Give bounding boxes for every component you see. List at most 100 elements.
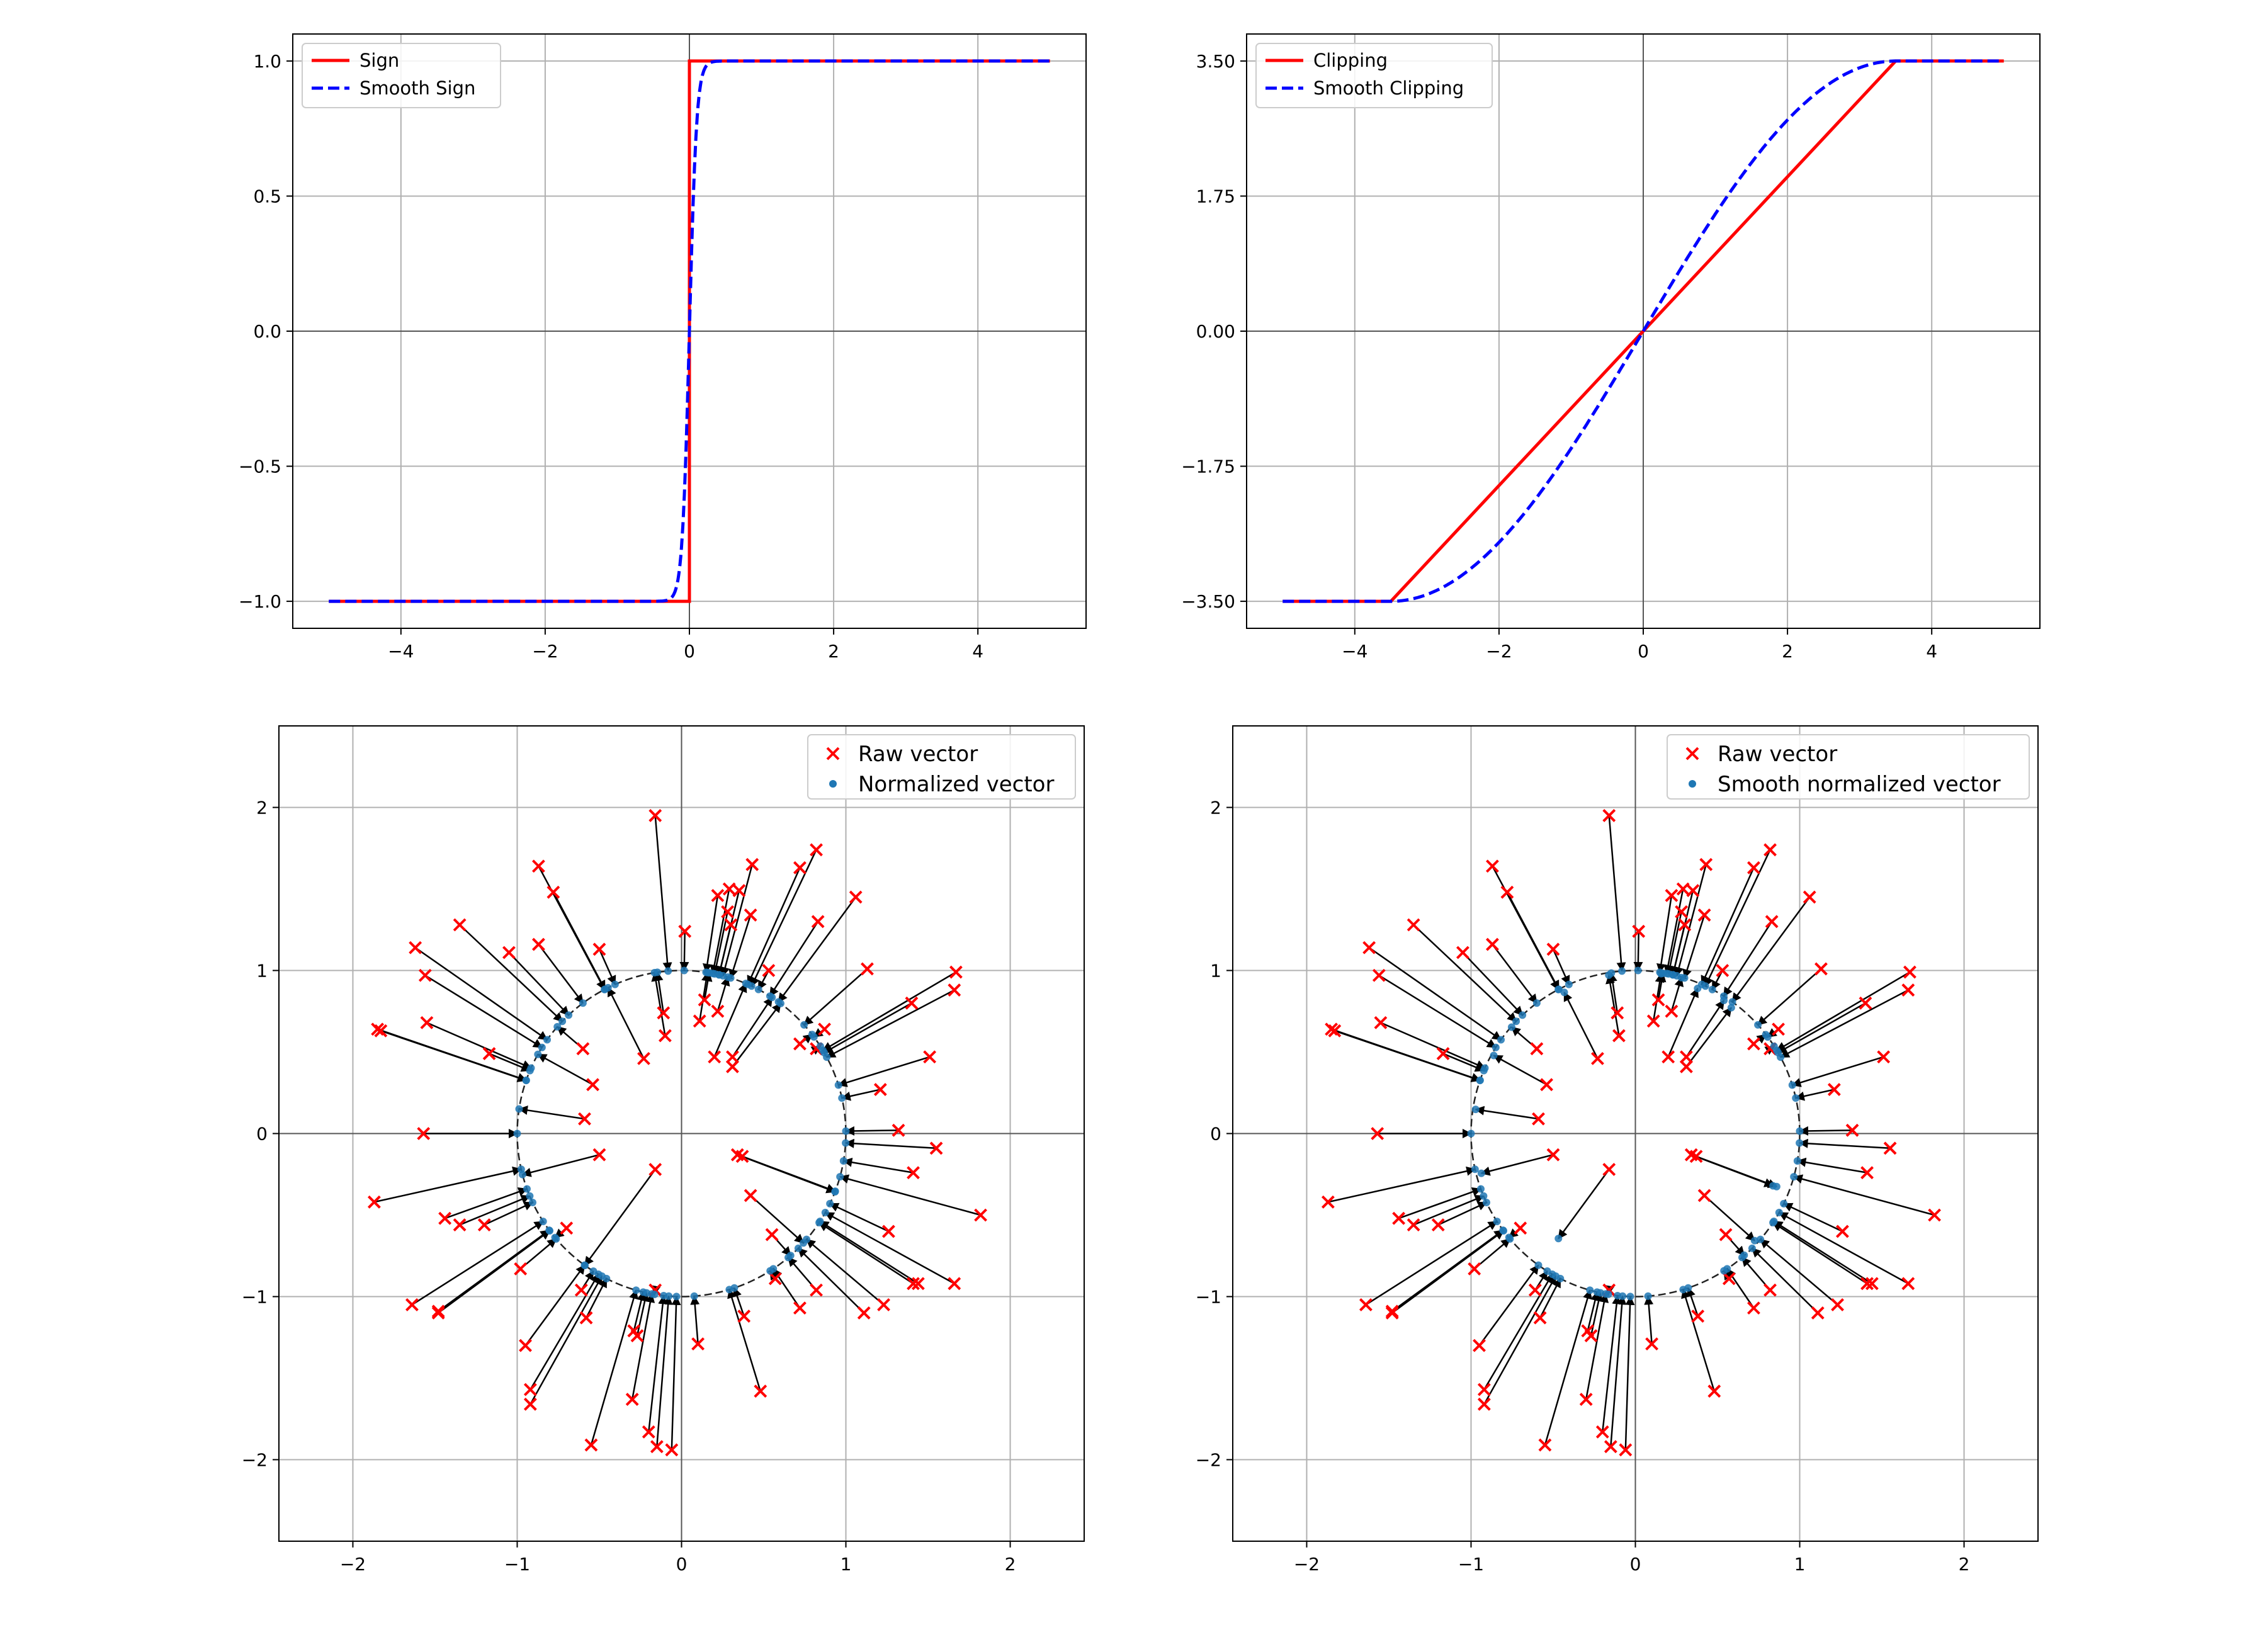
vector-arrow <box>1665 912 1682 975</box>
normalized-vector-point <box>1467 1129 1475 1138</box>
vector-arrow <box>742 1155 837 1193</box>
x-stroke <box>523 1398 537 1411</box>
normalized-vector-point <box>546 1226 554 1235</box>
vector-arrow <box>1413 924 1517 1022</box>
normalized-vector-point <box>1757 1235 1765 1243</box>
y-tick-label: 3.50 <box>1196 51 1235 72</box>
vector-arrow <box>426 1022 532 1069</box>
y-tick-label: 0.0 <box>253 321 281 342</box>
normalized-vector-point <box>816 1217 824 1225</box>
raw-vector-marker <box>1611 1006 1624 1020</box>
raw-vector-marker <box>1859 996 1872 1010</box>
raw-vector-marker <box>592 942 606 956</box>
x-stroke <box>1584 1329 1598 1343</box>
normalized-vector-point <box>1673 971 1681 980</box>
legend-dot-marker <box>1689 780 1696 788</box>
raw-vector-marker <box>1528 1283 1542 1297</box>
vector-arrow <box>842 1157 914 1174</box>
x-stroke <box>1716 964 1730 977</box>
normalized-vector-point <box>769 1265 778 1273</box>
normalized-vector-point <box>1500 1226 1508 1235</box>
vector-arrow <box>1704 849 1771 987</box>
x-stroke <box>1676 882 1690 896</box>
y-tick-label: −2 <box>1196 1450 1221 1471</box>
raw-vector-marker <box>642 1425 655 1439</box>
normalized-vector-point <box>1551 1272 1560 1281</box>
x-stroke <box>698 993 711 1007</box>
raw-vector-marker <box>1477 1398 1491 1411</box>
raw-vector-marker <box>579 1311 593 1325</box>
raw-vector-marker <box>907 1277 920 1291</box>
raw-vector-marker <box>948 1277 961 1291</box>
x-stroke <box>754 1384 767 1398</box>
x-stroke <box>477 1218 491 1231</box>
vector-arrow <box>411 1221 544 1306</box>
raw-vector-marker <box>523 1398 537 1411</box>
raw-vector-marker <box>1485 859 1499 873</box>
x-stroke <box>1645 1337 1659 1351</box>
raw-vector-marker <box>1928 1208 1941 1222</box>
vector-arrow <box>1563 991 1599 1059</box>
x-stroke <box>1546 1148 1560 1162</box>
vector-arrow <box>720 864 753 977</box>
x-stroke <box>949 965 963 979</box>
x-stroke <box>586 1078 599 1092</box>
x-tick-label: 2 <box>828 641 839 662</box>
x-stroke <box>1456 946 1469 959</box>
plot-4-frame <box>1232 725 2039 1542</box>
x-stroke <box>1528 1283 1542 1297</box>
x-stroke <box>1678 918 1692 932</box>
x-stroke <box>1591 1051 1604 1065</box>
normalized-vector-point <box>1796 1127 1804 1135</box>
normalized-vector-point <box>690 1292 698 1300</box>
normalized-vector-point <box>1727 1004 1735 1012</box>
normalized-vector-point <box>650 1290 659 1298</box>
x-stroke <box>453 918 467 932</box>
raw-vector-marker <box>420 1016 434 1029</box>
vector-arrow <box>438 1230 551 1314</box>
raw-vector-marker <box>1362 941 1376 954</box>
raw-vector-marker <box>691 1337 705 1351</box>
raw-vector-marker <box>1860 1277 1874 1291</box>
vector-arrow <box>1644 1295 1654 1344</box>
x-stroke <box>1835 1225 1849 1238</box>
vector-arrow <box>374 1166 523 1203</box>
x-stroke <box>438 1211 452 1225</box>
x-stroke <box>1860 1277 1874 1291</box>
raw-vector-marker <box>1764 1283 1777 1297</box>
raw-vector-marker <box>726 1060 739 1073</box>
raw-vector-marker <box>405 1298 419 1311</box>
x-stroke <box>1772 1022 1786 1036</box>
normalized-vector-point <box>1738 1253 1747 1262</box>
raw-vector-marker <box>1436 1047 1450 1061</box>
x-stroke <box>418 968 432 982</box>
y-tick-label: 1.0 <box>253 51 281 72</box>
vector-arrow <box>631 1293 655 1400</box>
normalized-vector-point <box>1780 1199 1788 1208</box>
raw-vector-marker <box>1883 1141 1897 1155</box>
x-stroke <box>1764 843 1777 857</box>
raw-vector-marker <box>1901 1277 1915 1291</box>
x-stroke <box>531 859 545 873</box>
raw-vector-marker <box>1697 1189 1711 1202</box>
vector-arrow <box>747 867 801 985</box>
raw-vector-marker <box>726 1050 739 1064</box>
x-stroke <box>726 1050 739 1064</box>
raw-vector-marker <box>1514 1221 1527 1235</box>
raw-vector-marker <box>948 983 961 997</box>
normalized-vector-point <box>821 1209 829 1217</box>
vector-arrow <box>598 949 616 986</box>
raw-vector-marker <box>1612 1029 1626 1043</box>
x-tick-label: −4 <box>388 641 414 662</box>
vector-arrow <box>711 912 728 975</box>
raw-vector-marker <box>1676 882 1690 896</box>
raw-vector-marker <box>693 1014 706 1028</box>
normalized-vector-point <box>528 1199 536 1207</box>
vector-arrow <box>1798 1138 1891 1150</box>
raw-vector-marker <box>1764 843 1777 857</box>
vector-arrow <box>703 895 719 973</box>
vector-arrow <box>1544 1289 1592 1445</box>
raw-vector-marker <box>745 857 759 871</box>
vector-arrow <box>1437 1201 1488 1226</box>
raw-vector-marker <box>438 1211 452 1225</box>
